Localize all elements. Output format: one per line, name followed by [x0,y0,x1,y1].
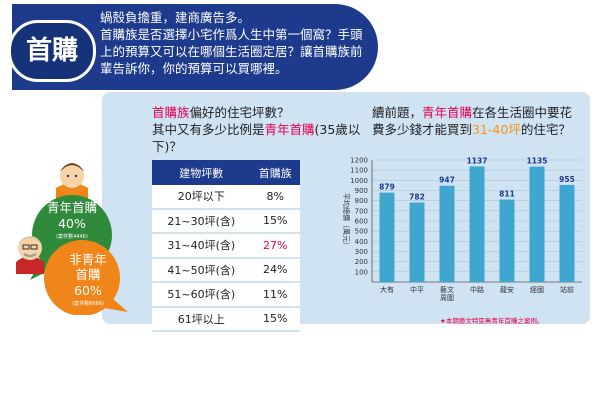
header-text: 蝸殼負擔重，建商廣告多。 首購族是否選擇小宅作爲人生中第一個窩？手頭上的預算又可… [100,9,372,77]
table-row: 51~60坪(含) 11% [152,282,300,308]
left-question-hl1: 首購族 [152,105,190,120]
header-line-1: 蝸殼負擔重，建商廣告多。 [100,10,251,25]
table-row: 31~40坪(含) 27% [152,233,300,259]
bar [379,192,395,282]
bar [499,199,515,282]
bar [529,166,545,282]
x-tick-label: 站前 [560,285,574,294]
y-tick-label: 1100 [350,167,368,175]
table-cell-pct: 11% [250,282,300,308]
table-row: 61坪以上 15% [152,306,300,332]
bar [409,202,425,282]
table-cell-size: 51~60坪(含) [152,282,251,308]
bar [559,184,575,282]
left-question-text2: 其中又有多少比例是 [152,122,265,137]
bar-value-label: 955 [559,175,575,184]
young-buyer-count: (案件數4446) [56,233,88,240]
table-cell-pct: 8% [250,185,300,210]
older-person-icon [16,236,44,274]
buyer-bubbles: 青年首購 40% (案件數4446) 非青年 首購 60% (案件數6666) [16,163,128,315]
y-tick-label: 200 [355,258,368,266]
y-tick-label: 900 [355,187,368,195]
nonyoung-buyer-pct: 60% [74,283,102,298]
right-question-text1: 續前題， [372,105,423,120]
table-row: 41~50坪(含) 24% [152,257,300,283]
bar-value-label: 947 [439,176,455,185]
x-tick-label: 大有 [380,285,394,294]
y-tick-label: 1000 [350,177,368,185]
x-tick-label: 中平 [410,285,424,294]
y-tick-label: 800 [355,197,368,205]
y-tick-label: 300 [355,248,368,256]
young-person-icon [56,163,88,198]
bar-value-label: 1135 [527,157,548,166]
table-cell-size: 31~40坪(含) [152,233,251,259]
x-tick-label: 周圍 [440,294,454,302]
young-buyer-pct: 40% [58,216,86,231]
y-tick-label: 600 [355,218,368,226]
header-line-2: 首購族是否選擇小宅作爲人生中第一個窩？手頭上的預算又可以在哪個生活圈定居？讓首購… [100,27,363,76]
table-cell-pct: 15% [250,306,300,332]
nonyoung-buyer-text: 非青年 首購 [69,252,107,282]
table-cell-pct: 24% [250,257,300,283]
header-tag: 首購 [8,20,96,82]
x-tick-label: 龍安 [500,285,514,294]
nonyoung-buyer-label-1: 非青年 [69,252,107,267]
table-cell-pct: 15% [250,208,300,234]
table-cell-size: 20坪以下 [152,185,251,210]
size-table: 建物坪數 首購族 20坪以下 8% 21~30坪(含) 15% 31~40坪(含) 2… [152,160,300,332]
chart-note: ★本期藝文特區無青年首購之案例。 [440,317,544,325]
y-tick-label: 500 [355,228,368,236]
nonyoung-buyer-label-2: 首購 [75,267,100,282]
y-tick-label: 100 [355,268,368,276]
y-tick-label: 1200 [350,157,368,165]
table-row: 21~30坪(含) 15% [152,208,300,234]
y-tick-label: 400 [355,238,368,246]
y-tick-label: 700 [355,207,368,215]
table-header-share: 首購族 [250,160,300,185]
table-cell-pct: 27% [250,233,300,259]
right-question-text3: 的住宅？ [520,122,571,137]
young-buyer-label: 青年首購 [47,200,97,215]
left-question-text1: 偏好的住宅坪數？ [189,105,290,120]
table-cell-size: 21~30坪(含) [152,208,251,234]
right-question-hl2: 31-40坪 [472,122,521,137]
x-tick-label: 經國 [530,285,544,294]
bar-value-label: 1137 [467,156,488,165]
left-question-text3: (35歲以下)？ [152,122,361,154]
table-header-size: 建物坪數 [152,160,251,185]
right-question: 續前題，青年首購在各生活圈中要花費多少錢才能買到31-40坪的住宅？ [372,104,584,138]
table-cell-size: 61坪以上 [152,306,251,332]
bar [439,185,455,282]
bar-value-label: 879 [379,183,395,192]
x-tick-label: 中路 [470,285,484,294]
right-question-text2: 在各生活圈中要花費多少錢才能買到 [372,105,573,137]
bar [469,166,485,282]
nonyoung-buyer-count: (案件數6666) [72,300,104,307]
left-question-hl2: 青年首購 [264,122,315,137]
bar-value-label: 811 [499,190,515,199]
right-question-hl1: 青年首購 [422,105,473,120]
bar-value-label: 782 [409,192,425,201]
y-axis-label: 平均總價（萬元） [342,193,351,249]
table-cell-size: 41~50坪(含) [152,257,251,283]
nonyoung-buyer-bubble [44,240,128,315]
price-bar-chart: 100 200 300 400 500 600 700 800 900 1000 1100 1200 平… [342,156,582,302]
x-tick-label: 藝文 [440,285,454,294]
table-row: 20坪以下 8% [152,185,300,210]
left-question: 首購族偏好的住宅坪數？ 其中又有多少比例是青年首購(35歲以下)？ [152,104,362,155]
